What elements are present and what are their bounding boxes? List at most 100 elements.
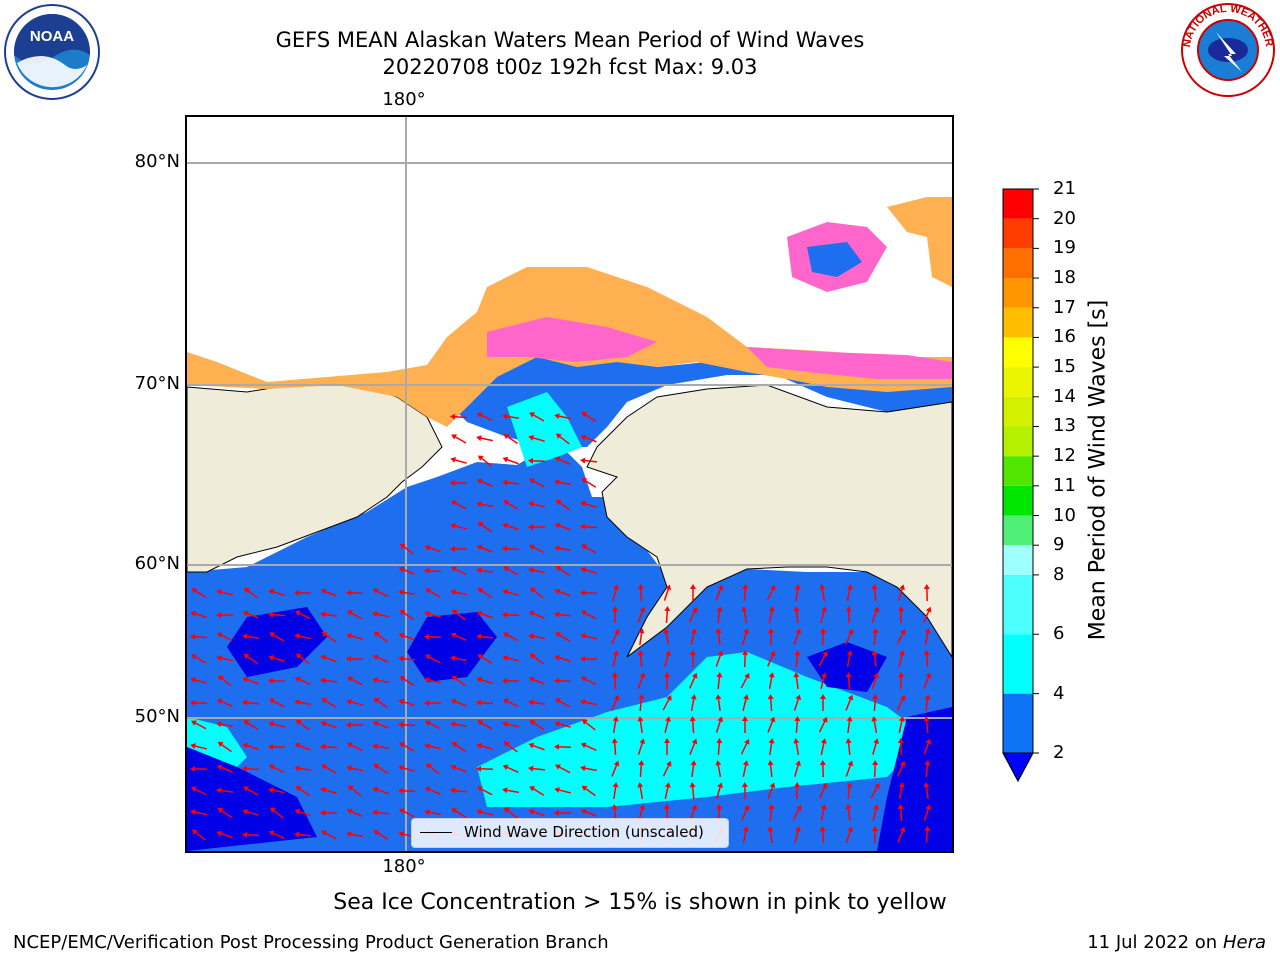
wind-wave-arrow [767,628,774,646]
wind-wave-arrow [845,628,854,645]
wind-wave-arrow [321,764,337,774]
wind-wave-arrow [715,584,724,601]
wind-wave-arrow [242,633,260,640]
wind-wave-arrow [554,588,571,597]
wind-wave-arrow [610,628,620,645]
wind-wave-arrow [398,787,416,794]
wind-wave-arrow [477,654,493,664]
wind-wave-arrow [554,479,572,486]
sea-ice-ne-2 [887,197,952,287]
wind-wave-arrow [924,760,931,778]
wind-wave-arrow [898,650,905,667]
wind-wave-arrow [664,672,671,690]
wind-wave-arrow [637,584,644,602]
wind-wave-arrow [294,808,311,817]
wind-wave-arrow [580,699,597,706]
footer-host: Hera [1222,932,1266,953]
wind-wave-arrow [242,742,259,751]
colorbar-bin [1003,545,1033,575]
wind-wave-arrow [580,457,598,464]
wind-wave-arrow [580,765,598,772]
lon-label-bottom: 180° [382,856,426,877]
wind-wave-arrow [242,809,259,816]
wind-wave-arrow [715,628,722,646]
colorbar-bin [1003,634,1033,694]
wind-wave-arrow [268,764,285,774]
wind-wave-arrow [243,587,258,599]
wind-wave-arrow [502,787,520,794]
wind-wave-arrow [399,543,414,555]
wind-wave-arrow [450,589,467,596]
colorbar-tick-label: 15 [1053,356,1076,378]
colorbar-tick-label: 14 [1053,385,1076,407]
colorbar-bin [1003,693,1033,753]
colorbar-tick-label: 2 [1053,742,1065,763]
wind-wave-arrow [372,809,390,816]
wind-wave-arrow [554,810,571,816]
wind-wave-arrow [243,720,259,730]
wind-wave-arrow [742,826,749,844]
wind-wave-arrow [216,721,234,728]
wind-wave-arrow [690,628,697,645]
colorbar-bin [1003,485,1033,516]
wind-wave-arrow [424,786,441,795]
wind-wave-arrow [845,826,854,843]
wind-wave-arrow [612,584,619,601]
wind-wave-arrow [690,694,697,712]
wind-wave-arrow [845,672,852,690]
colorbar-frame [1002,188,1034,783]
wind-wave-arrow [424,743,441,750]
wind-wave-arrow [424,544,441,553]
wind-wave-arrow [398,589,416,596]
wind-wave-arrow [742,628,749,645]
wind-wave-arrow [320,720,337,729]
wind-wave-arrow [924,826,931,844]
wind-wave-arrow [923,804,932,821]
wind-wave-arrow [502,413,520,420]
wind-wave-arrow [242,765,260,772]
wind-wave-arrow [476,544,493,553]
wind-wave-arrow [580,523,598,530]
wind-wave-arrow [477,521,492,533]
colorbar-tick-label: 18 [1053,267,1076,289]
wind-wave-arrow [793,672,800,690]
wind-wave-arrow [191,654,207,664]
wind-wave-arrow [581,610,597,620]
wind-wave-arrow [477,720,493,730]
chukchi-sea [447,352,952,447]
wind-wave-arrow [898,584,905,601]
wind-wave-arrow [528,742,545,751]
wind-wave-arrow [898,606,905,624]
wind-wave-arrow [529,786,545,796]
wind-wave-arrow [740,673,750,689]
wind-wave-arrow [217,807,233,819]
wind-wave-arrow [320,611,338,618]
deep-blue-4 [877,707,952,851]
chart-title: GEFS MEAN Alaskan Waters Mean Period of … [275,28,865,52]
wind-wave-arrow [581,544,597,554]
wind-wave-arrow [637,782,644,800]
wind-wave-arrow [373,763,389,775]
wind-wave-arrow [216,655,233,662]
wind-wave-arrow [451,609,466,621]
wind-wave-arrow [450,546,467,552]
wind-wave-arrow [372,654,389,663]
wind-wave-arrow [295,785,311,797]
colorbar-bin [1003,396,1033,427]
wind-wave-arrow [528,699,546,706]
wind-wave-arrow [664,738,670,755]
wind-wave-arrow [398,765,415,772]
wind-wave-arrow [424,809,442,816]
wind-wave-arrow [924,694,931,712]
wind-wave-arrow [528,544,545,554]
noaa-logo: NOAA [3,3,101,101]
wind-wave-arrow [424,700,441,706]
wind-wave-arrow [715,694,722,712]
wind-wave-arrow [242,610,259,619]
wind-wave-arrow [742,694,749,711]
wind-wave-arrow [664,650,671,667]
colorbar-bin [1003,307,1033,338]
wind-wave-arrow [372,720,389,729]
wind-wave-arrow [794,782,801,800]
wind-wave-arrow [528,524,545,530]
